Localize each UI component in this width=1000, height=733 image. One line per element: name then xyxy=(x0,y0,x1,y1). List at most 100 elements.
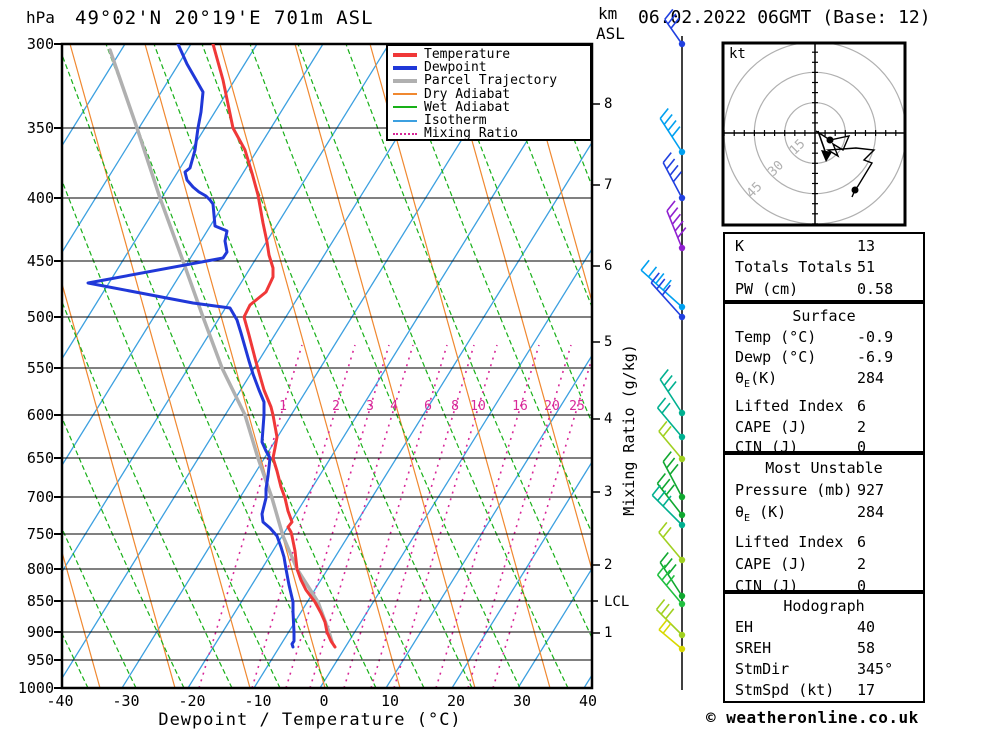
km-axis-unit: km xyxy=(598,4,618,23)
table-row: CAPE (J) 2 xyxy=(725,553,923,575)
table-row-value: 0 xyxy=(857,438,867,457)
legend-label: Isotherm xyxy=(424,113,487,129)
lcl-label: LCL xyxy=(604,594,630,610)
wind-barb xyxy=(664,8,686,48)
mixing-ratio-label: 1 xyxy=(279,399,287,414)
hodograph-unit-label: kt xyxy=(729,46,746,62)
legend-row: Mixing Ratio xyxy=(393,127,590,140)
wind-barb xyxy=(655,599,686,639)
pressure-label: 350 xyxy=(26,119,54,137)
legend-label: Temperature xyxy=(424,47,511,63)
mixing-ratio-label: 6 xyxy=(424,399,432,414)
table-section-header: Hodograph xyxy=(783,597,865,615)
table-row: CAPE (J) 2 xyxy=(725,417,923,438)
table-row: SREH 58 xyxy=(725,638,923,659)
pressure-label: 800 xyxy=(26,560,54,578)
legend-row: Parcel Trajectory xyxy=(393,74,590,87)
km-label: 7 xyxy=(604,177,613,193)
wind-barb xyxy=(658,521,686,564)
table-section: K 13 Totals Totals 51 PW (cm) 0.58 xyxy=(723,232,925,302)
table-row: Totals Totals 51 xyxy=(725,257,923,278)
table-row-value: -6.9 xyxy=(857,348,894,367)
table-row-label: Temp (°C) xyxy=(735,327,817,346)
wind-barb xyxy=(658,420,686,463)
pressure-label: 700 xyxy=(26,488,54,506)
legend-swatch-dry-adiabat xyxy=(393,93,417,96)
temp-tick-label: 40 xyxy=(578,692,598,710)
parcel-trajectory-curve xyxy=(108,48,334,644)
table-row-label: CAPE (J) xyxy=(735,417,808,436)
mixing-ratio-label: 8 xyxy=(451,399,459,414)
table-section: Most Unstable Pressure (mb) 927 θE (K) 284 Li… xyxy=(723,453,925,595)
legend-row: Dewpoint xyxy=(393,61,590,74)
table-row-value: 13 xyxy=(857,237,876,255)
wind-barb-column xyxy=(640,8,687,690)
table-row: θE (K) 284 xyxy=(725,501,923,530)
table-row: Lifted Index 6 xyxy=(725,531,923,553)
pressure-label: 1000 xyxy=(17,679,54,697)
temp-tick-label: 20 xyxy=(446,692,466,710)
table-row: θE(K) 284 xyxy=(725,368,923,396)
table-row: Temp (°C) -0.9 xyxy=(725,327,923,348)
table-row: EH 40 xyxy=(725,617,923,638)
table-row-label: θE (K) xyxy=(735,503,787,525)
wind-barb xyxy=(658,619,686,653)
temp-tick-label: -40 xyxy=(46,692,74,710)
mixing-ratio-label: 3 xyxy=(366,399,374,414)
wind-barb xyxy=(650,272,686,321)
table-row: Lifted Index 6 xyxy=(725,396,923,417)
legend-swatch-isotherm xyxy=(393,119,417,122)
table-row-value: -0.9 xyxy=(857,327,894,346)
table-row: PW (cm) 0.58 xyxy=(725,279,923,300)
table-row-label: PW (cm) xyxy=(735,279,799,298)
table-row: StmDir 345° xyxy=(725,659,923,680)
pressure-label: 650 xyxy=(26,449,54,467)
legend-row: Dry Adiabat xyxy=(393,88,590,101)
table-row-value: 927 xyxy=(857,481,885,500)
legend: Temperature Dewpoint Parcel Trajectory Dry … xyxy=(386,44,592,141)
table-row-value: 6 xyxy=(857,532,867,551)
temp-tick-label: 0 xyxy=(319,692,329,710)
hodograph-ring-label: 15 xyxy=(787,137,809,159)
mixing-ratio-label: 20 xyxy=(544,399,560,414)
legend-swatch-temperature xyxy=(393,52,417,57)
temp-tick-label: -30 xyxy=(112,692,140,710)
sounding-curves xyxy=(86,44,337,649)
temp-tick-label: -20 xyxy=(178,692,206,710)
table-row: Pressure (mb) 927 xyxy=(725,479,923,501)
table-row-value: 345° xyxy=(857,660,894,678)
pressure-label: 500 xyxy=(26,308,54,326)
mixing-ratio-label: 2 xyxy=(332,399,340,414)
wind-barb xyxy=(666,200,687,252)
table-row-label: θE(K) xyxy=(735,369,778,391)
pressure-label: 300 xyxy=(26,35,54,53)
table-row: Dewp (°C) -6.9 xyxy=(725,347,923,368)
table-row-label: Totals Totals xyxy=(735,258,853,277)
table-row-value: 6 xyxy=(857,396,867,415)
pressure-label: 400 xyxy=(26,189,54,207)
table-row-label: K xyxy=(735,237,745,255)
wind-barb xyxy=(656,397,686,441)
hodograph-ring-label: 45 xyxy=(744,179,766,201)
table-row: StmSpd (kt) 17 xyxy=(725,680,923,701)
km-label: 3 xyxy=(604,484,613,500)
temp-tick-label: -10 xyxy=(244,692,272,710)
temperature-curve xyxy=(211,44,337,649)
table-section: Surface Temp (°C) -0.9 Dewp (°C) -6.9 θE(K) 28… xyxy=(723,302,925,456)
legend-swatch-dewpoint xyxy=(393,65,417,70)
mixing-axis-label: Mixing Ratio (g/kg) xyxy=(620,344,638,516)
legend-row: Wet Adiabat xyxy=(393,101,590,114)
pressure-grid xyxy=(54,42,600,690)
km-label: 4 xyxy=(604,411,613,427)
table-row-label: Dewp (°C) xyxy=(735,348,817,367)
legend-swatch-mixing-ratio xyxy=(393,132,417,135)
table-section-header: Surface xyxy=(792,307,856,325)
wind-barb xyxy=(640,259,686,311)
wind-barb xyxy=(659,107,686,156)
wind-barb xyxy=(662,152,686,202)
legend-label: Parcel Trajectory xyxy=(424,73,558,89)
page-title: 49°02'N 20°19'E 701m ASL xyxy=(75,7,374,29)
table-row-value: 0.58 xyxy=(857,279,894,298)
asl-axis-unit: ASL xyxy=(596,24,625,43)
pressure-label: 550 xyxy=(26,359,54,377)
